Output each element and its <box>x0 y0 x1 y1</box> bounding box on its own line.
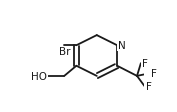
Text: F: F <box>142 59 148 69</box>
Text: F: F <box>146 82 152 92</box>
Text: Br: Br <box>59 47 70 57</box>
Text: N: N <box>118 41 126 51</box>
Text: HO: HO <box>31 71 47 81</box>
Text: F: F <box>151 69 157 78</box>
